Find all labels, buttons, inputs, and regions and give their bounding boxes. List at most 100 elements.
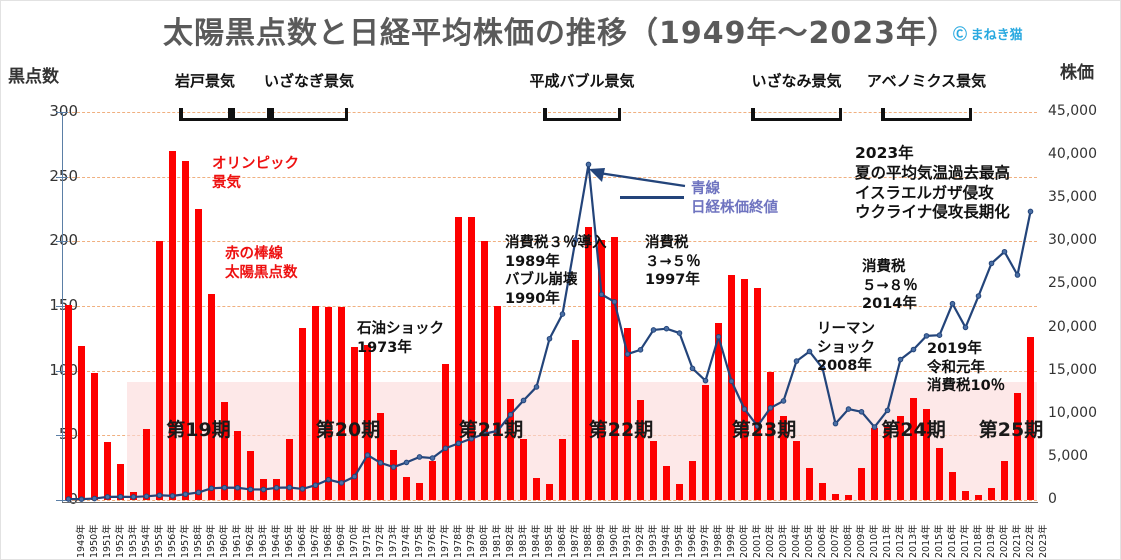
bar: [520, 439, 527, 500]
x-axis-label: 1960年: [218, 524, 230, 558]
annotation-blue-legend: 青線 日経株価終値: [691, 181, 778, 216]
nikkei-data-point: [312, 482, 319, 489]
bar: [169, 150, 176, 500]
x-axis-label: 1964年: [270, 524, 282, 558]
gridline: [62, 500, 1037, 501]
x-axis-label: 1967年: [309, 524, 321, 558]
nikkei-data-point: [832, 420, 839, 427]
nikkei-data-point: [273, 484, 280, 491]
nikkei-data-point: [338, 480, 345, 486]
nikkei-data-point: [247, 486, 254, 493]
bar: [455, 216, 462, 500]
boom-label: 岩戸景気: [174, 72, 236, 90]
x-axis-label: 2012年: [894, 524, 906, 558]
x-axis-label: 1989年: [595, 524, 607, 558]
cycle-label: 第24期: [881, 419, 946, 441]
bar: [286, 439, 293, 500]
x-axis-label: 2017年: [959, 524, 971, 558]
annotation-lehman: リーマン ショック 2008年: [817, 321, 875, 375]
x-axis-label: 2022年: [1024, 524, 1036, 558]
x-axis-label: 2005年: [803, 524, 815, 558]
nikkei-data-point: [221, 484, 228, 491]
nikkei-data-point: [351, 473, 358, 480]
annotation-2023: 2023年 夏の平均気温過去最高 イスラエルガザ侵攻 ウクライナ侵攻長期化: [855, 144, 1011, 222]
x-axis-label: 1971年: [361, 524, 373, 558]
nikkei-data-point: [364, 452, 371, 458]
boom-bracket: [543, 108, 621, 121]
x-axis-label: 2016年: [946, 524, 958, 558]
x-axis-line: [62, 502, 1038, 503]
x-axis-label: 1988年: [582, 524, 594, 558]
x-axis-label: 1973年: [387, 524, 399, 558]
x-axis-label: 1983年: [517, 524, 529, 558]
x-axis-label: 1969年: [335, 524, 347, 558]
nikkei-data-point: [143, 493, 150, 500]
nikkei-data-point: [975, 293, 982, 299]
bar: [741, 278, 748, 500]
nikkei-data-point: [468, 435, 475, 442]
bar: [507, 399, 514, 500]
nikkei-data-point: [169, 493, 176, 499]
bar: [533, 478, 540, 500]
gridline: [62, 176, 1037, 178]
bracket-right-cap: [227, 108, 231, 121]
gridline: [62, 370, 1037, 372]
right-axis-tick-label: 25,000: [1048, 275, 1097, 292]
nikkei-data-point: [754, 423, 761, 429]
bar: [325, 307, 332, 500]
bar: [416, 483, 423, 500]
bar: [364, 344, 371, 500]
x-axis-label: 1954年: [140, 524, 152, 558]
nikkei-data-point: [416, 454, 423, 460]
x-axis-label: 1977年: [439, 524, 451, 558]
x-axis-label: 1978年: [452, 524, 464, 558]
bracket-left-cap: [231, 108, 235, 121]
cycle-label: 第20期: [315, 419, 381, 441]
nikkei-data-point: [611, 299, 618, 305]
bar: [793, 440, 800, 500]
annotation-red-legend: 赤の棒線 太陽黒点数: [225, 246, 298, 281]
bracket-left-cap: [881, 108, 885, 121]
annotation-tax5: 消費税 ３→５％ 1997年: [645, 235, 701, 289]
bar: [403, 476, 410, 500]
x-axis-label: 1965年: [283, 524, 295, 558]
nikkei-data-point: [949, 300, 956, 307]
bar: [65, 304, 72, 500]
bracket-right-cap: [968, 108, 972, 121]
bar: [234, 431, 241, 500]
nikkei-data-point: [741, 406, 748, 412]
bar: [754, 287, 761, 500]
x-axis-label: 1974年: [400, 524, 412, 558]
bar: [91, 373, 98, 500]
nikkei-data-point: [715, 333, 722, 340]
nikkei-data-point: [780, 398, 787, 404]
left-axis-tick-label: 250: [49, 166, 78, 185]
bracket-left-cap: [179, 108, 183, 121]
nikkei-line: [65, 161, 1034, 502]
x-axis-label: 2002年: [764, 524, 776, 558]
bar: [468, 216, 475, 500]
plot-area: 第19期 第20期 第21期 第22期 第23期 第24期 第25期: [62, 112, 1043, 502]
bar: [442, 364, 449, 500]
nikkei-data-point: [767, 405, 774, 411]
x-axis-label: 2001年: [751, 524, 763, 558]
bar: [637, 400, 644, 500]
bar: [546, 484, 553, 500]
right-axis-tick-label: 10,000: [1048, 404, 1097, 421]
x-axis-label: 1972年: [374, 524, 386, 558]
nikkei-data-point: [637, 347, 644, 353]
nikkei-data-point: [923, 333, 930, 339]
bracket-left-cap: [270, 108, 274, 121]
x-axis-label: 1950年: [88, 524, 100, 558]
x-axis-label: 1997年: [699, 524, 711, 558]
x-axis-label: 2013年: [907, 524, 919, 558]
bar: [117, 463, 124, 500]
nikkei-data-point: [676, 330, 683, 336]
bar: [897, 415, 904, 500]
bar: [494, 306, 501, 500]
bar: [351, 347, 358, 500]
right-axis-tick-label: 35,000: [1048, 189, 1097, 206]
x-axis-label: 1985年: [543, 524, 555, 558]
gridline: [62, 241, 1037, 243]
bar: [104, 441, 111, 500]
